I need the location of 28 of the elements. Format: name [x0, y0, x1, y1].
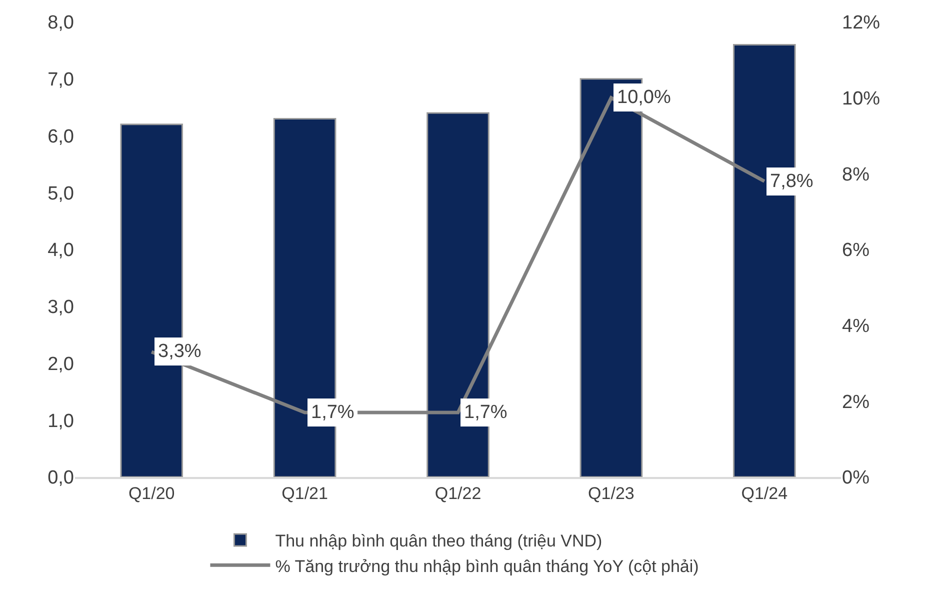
y-tick-label: 0,0	[48, 468, 74, 489]
x-tick-label: Q1/20	[128, 484, 175, 504]
data-label: 1,7%	[464, 402, 508, 423]
y-tick-label: 7,0	[48, 70, 74, 91]
y-tick-label: 5,0	[48, 183, 74, 204]
y2-tick-label: 10%	[842, 88, 880, 110]
y2-tick-label: 12%	[842, 12, 880, 34]
y2-tick-label: 0%	[842, 468, 870, 489]
y-tick-label: 2,0	[48, 354, 74, 375]
y-tick-label: 1,0	[48, 410, 74, 432]
data-label: 7,8%	[770, 171, 814, 192]
x-tick-label: Q1/21	[282, 484, 328, 504]
data-label: 3,3%	[158, 341, 202, 362]
y-tick-label: 4,0	[48, 240, 74, 262]
y-tick-label: 3,0	[48, 297, 74, 318]
y2-tick-label: 8%	[842, 164, 870, 186]
data-label: 1,7%	[311, 402, 354, 423]
legend-label: Thu nhập bình quân theo tháng (triệu VND)	[275, 532, 602, 551]
x-tick-label: Q1/22	[434, 484, 482, 504]
legend-label: % Tăng trưởng thu nhập bình quân tháng YoY (cột phải)	[275, 556, 699, 576]
y2-tick-label: 6%	[842, 240, 870, 262]
y2-tick-label: 4%	[842, 316, 870, 337]
x-tick-label: Q1/24	[741, 484, 788, 504]
y-tick-label: 8,0	[48, 12, 74, 34]
y-tick-label: 6,0	[48, 126, 74, 148]
data-label: 10,0%	[617, 87, 671, 108]
y2-tick-label: 2%	[842, 392, 870, 413]
x-tick-label: Q1/23	[588, 484, 634, 504]
